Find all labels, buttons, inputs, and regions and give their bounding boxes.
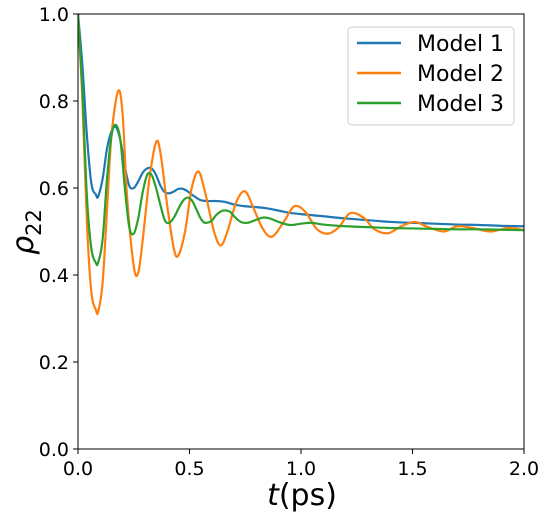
- y-tick-label: 0.6: [39, 178, 69, 200]
- y-tick-label: 0.2: [39, 352, 69, 374]
- legend-box: [347, 26, 515, 126]
- y-axis-label: ρ22: [6, 209, 46, 255]
- x-tick-label: 2.0: [509, 458, 539, 480]
- series-line-3: [78, 14, 524, 267]
- plot-frame: [77, 13, 525, 450]
- plot-area: [78, 14, 524, 316]
- x-tick-label: 1.5: [397, 458, 427, 480]
- legend: Model 1 Model 2 Model 3: [347, 26, 515, 126]
- x-axis-label: t(ps): [267, 478, 337, 513]
- x-tick-label: 0.5: [174, 458, 204, 480]
- x-tick-label: 0.0: [63, 458, 93, 480]
- y-tick-label: 0.0: [39, 439, 69, 461]
- axis-ticks: 0.0 0.5 1.0 1.5 2.0 0.0 0.2 0.4 0.6 0.8 1.0: [39, 4, 539, 480]
- legend-label-1: Model 1: [417, 32, 504, 57]
- legend-label-2: Model 2: [417, 62, 504, 87]
- y-tick-label: 0.8: [39, 91, 69, 113]
- y-tick-label: 0.4: [39, 265, 69, 287]
- x-tick-label: 1.0: [286, 458, 316, 480]
- legend-label-3: Model 3: [417, 92, 504, 117]
- y-tick-label: 1.0: [39, 4, 69, 26]
